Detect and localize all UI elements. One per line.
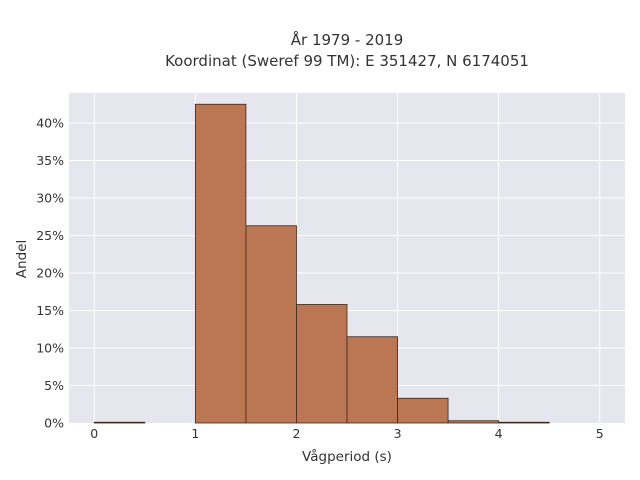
y-tick-label: 5% <box>44 378 64 393</box>
y-tick-label: 10% <box>36 341 64 356</box>
y-tick-label: 30% <box>36 191 64 206</box>
y-tick-label: 20% <box>36 266 64 281</box>
y-tick-label: 15% <box>36 303 64 318</box>
histogram-bar <box>346 336 398 424</box>
histogram-bar <box>296 304 348 424</box>
y-tick-label: 25% <box>36 228 64 243</box>
x-tick-label: 1 <box>191 426 199 441</box>
x-tick-label: 3 <box>394 426 402 441</box>
y-tick-label: 35% <box>36 153 64 168</box>
histogram-bar <box>397 397 449 424</box>
x-tick-label: 2 <box>292 426 300 441</box>
histogram-bar <box>245 225 297 424</box>
y-tick-label: 0% <box>44 416 64 431</box>
y-axis-label: Andel <box>14 240 30 278</box>
x-tick-label: 5 <box>596 426 604 441</box>
chart-title-line-1: År 1979 - 2019 <box>291 30 404 49</box>
x-tick-label: 4 <box>495 426 503 441</box>
x-tick-labels: 0 1 2 3 4 5 <box>90 426 603 441</box>
histogram-bar <box>93 421 146 424</box>
chart-title-line-2: Koordinat (Sweref 99 TM): E 351427, N 61… <box>165 52 529 70</box>
x-axis-label: Vågperiod (s) <box>302 448 392 465</box>
y-tick-label: 40% <box>36 116 64 131</box>
bars <box>93 103 550 424</box>
histogram-bar <box>194 103 247 424</box>
y-tick-labels: 0% 5% 10% 15% 20% 25% 30% 35% 40% <box>36 116 64 431</box>
x-tick-label: 0 <box>90 426 98 441</box>
histogram-bar <box>447 420 500 424</box>
histogram-bar <box>498 421 550 424</box>
